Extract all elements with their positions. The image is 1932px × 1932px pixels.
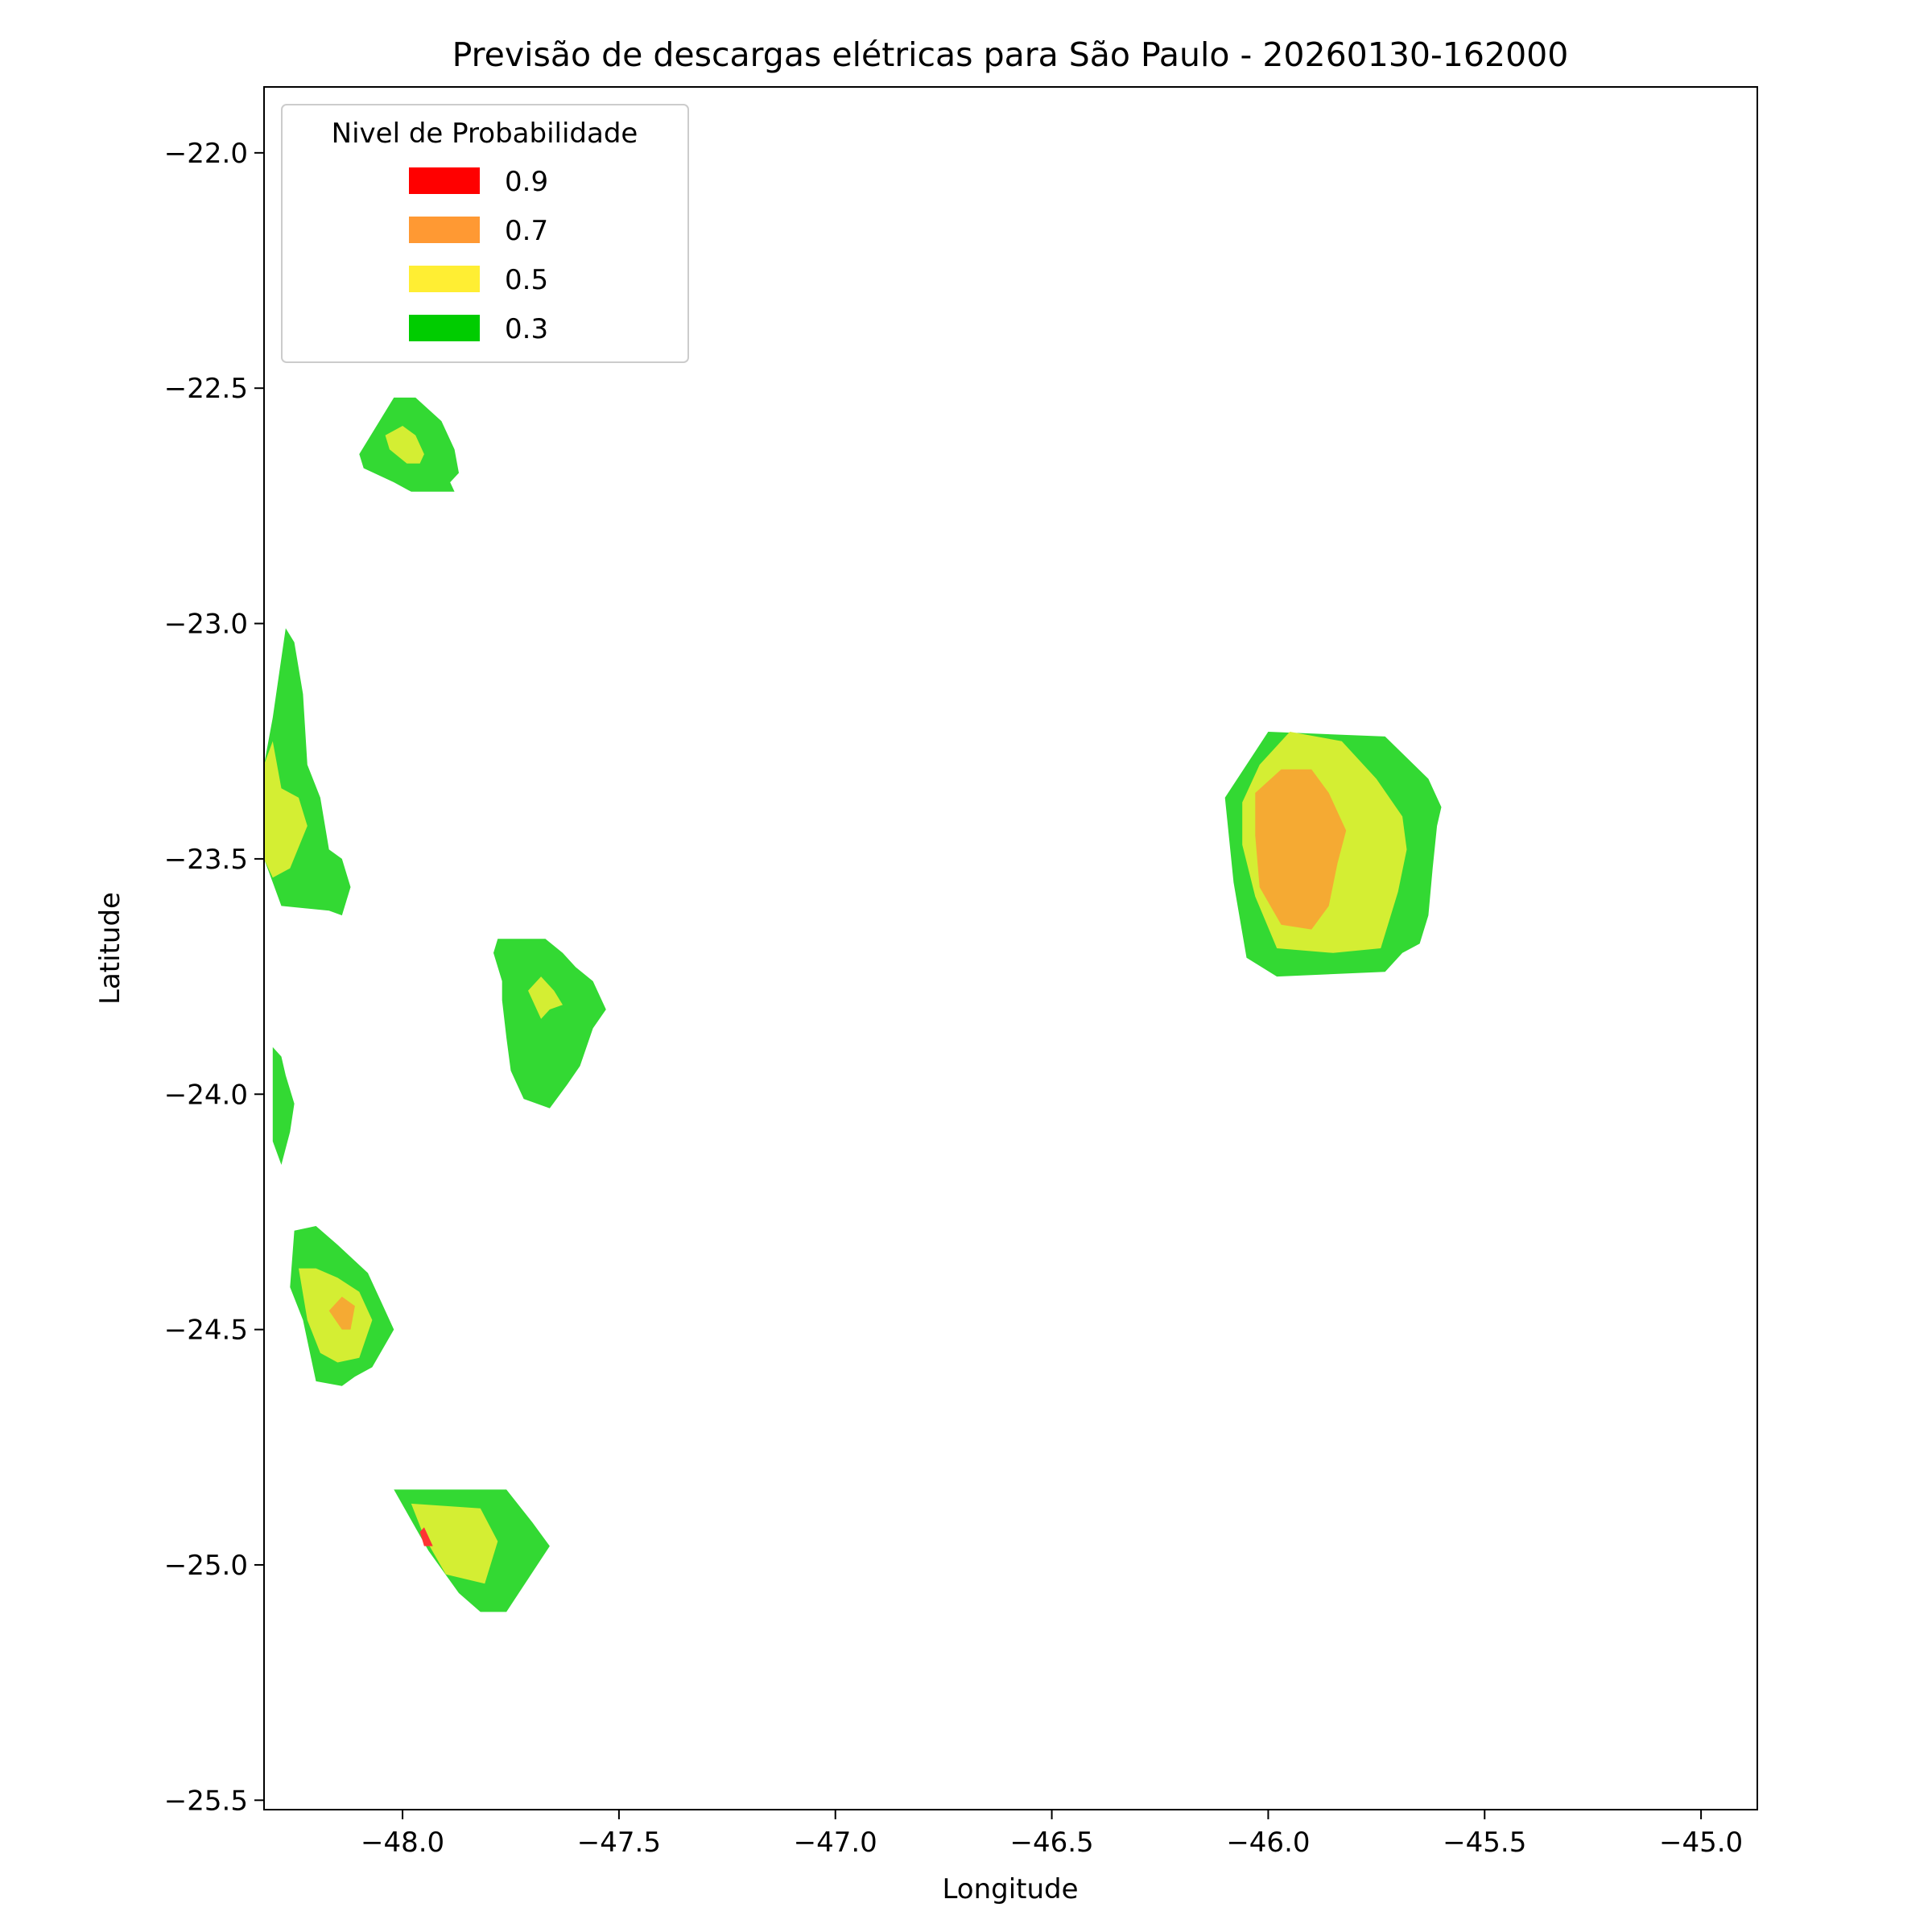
x-tick-label: −46.0 xyxy=(1226,1827,1310,1859)
cell-1-level-05-region xyxy=(385,426,424,464)
cell-2-level-05-region xyxy=(264,741,308,878)
y-tick-label: −24.5 xyxy=(164,1315,248,1347)
y-tick-label: −25.0 xyxy=(164,1550,248,1582)
legend-swatch-09 xyxy=(409,167,480,194)
y-tick-label: −22.0 xyxy=(164,138,248,170)
legend-label-09: 0.9 xyxy=(505,166,548,198)
cell-4-level-03-region xyxy=(272,1046,295,1165)
cell-5-level-07-region xyxy=(328,1296,355,1330)
cell-6-level-05-region xyxy=(411,1503,498,1584)
cell-3-level-05-region xyxy=(528,976,563,1019)
x-tick-label: −45.5 xyxy=(1443,1827,1526,1859)
legend-label-07: 0.7 xyxy=(505,215,548,247)
y-tick-label: −25.5 xyxy=(164,1785,248,1817)
y-tick-label: −23.5 xyxy=(164,844,248,876)
legend-swatch-05 xyxy=(409,266,480,292)
plot-frame xyxy=(263,86,1758,1810)
legend-label-05: 0.5 xyxy=(505,264,548,296)
y-tick-label: −24.0 xyxy=(164,1079,248,1111)
cell-3-level-03-region xyxy=(493,939,606,1108)
x-axis-label: Longitude xyxy=(942,1873,1078,1905)
x-tick-label: −45.0 xyxy=(1659,1827,1743,1859)
legend-title: Nivel de Probabilidade xyxy=(332,118,638,150)
legend-swatch-03 xyxy=(409,315,480,341)
x-axis-ticks: −48.0 −47.5 −47.0 −46.5 −46.0 −45.5 −45.0 xyxy=(361,1810,1743,1859)
contour-regions xyxy=(264,397,1442,1612)
legend-label-03: 0.3 xyxy=(505,313,548,345)
legend: Nivel de Probabilidade 0.9 0.7 0.5 0.3 xyxy=(281,104,689,363)
chart-title: Previsão de descargas elétricas para São… xyxy=(452,35,1569,74)
legend-swatch-07 xyxy=(409,217,480,243)
legend-box xyxy=(281,104,689,363)
y-axis-ticks: −22.0 −22.5 −23.0 −23.5 −24.0 −24.5 −25.0 −25.5 xyxy=(164,138,264,1817)
x-tick-label: −47.5 xyxy=(577,1827,661,1859)
x-tick-label: −48.0 xyxy=(361,1827,444,1859)
cell-6-level-09-region xyxy=(419,1527,433,1546)
y-tick-label: −23.0 xyxy=(164,609,248,641)
y-axis-label: Latitude xyxy=(94,892,126,1005)
x-tick-label: −46.5 xyxy=(1009,1827,1093,1859)
y-tick-label: −22.5 xyxy=(164,373,248,405)
x-tick-label: −47.0 xyxy=(794,1827,877,1859)
cell-7-level-07-region xyxy=(1255,769,1347,930)
